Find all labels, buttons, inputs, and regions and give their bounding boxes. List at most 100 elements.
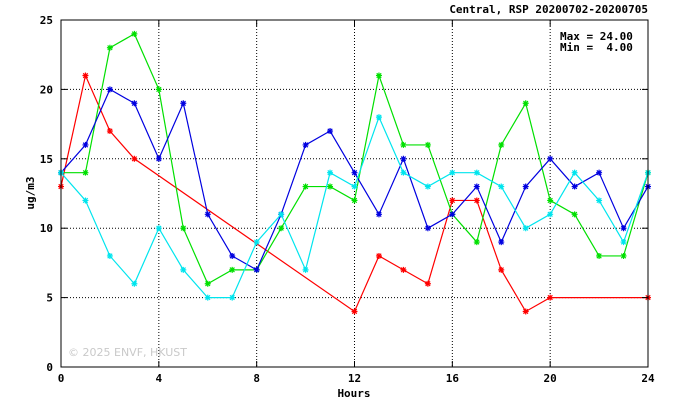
data-point-marker: [522, 225, 529, 232]
data-point-marker: [155, 225, 162, 232]
data-point-marker: [424, 280, 431, 287]
data-point-marker: [473, 183, 480, 190]
data-point-marker: [278, 225, 285, 232]
data-point-marker: [82, 141, 89, 148]
y-tick-label: 25: [40, 14, 53, 27]
data-point-marker: [106, 252, 113, 259]
data-point-marker: [351, 169, 358, 176]
data-point-marker: [473, 169, 480, 176]
data-point-marker: [82, 169, 89, 176]
x-tick-label: 12: [348, 372, 361, 385]
data-point-marker: [400, 169, 407, 176]
data-point-marker: [498, 183, 505, 190]
y-tick-label: 0: [46, 361, 53, 374]
data-point-marker: [106, 86, 113, 93]
data-point-marker: [473, 197, 480, 204]
data-point-marker: [155, 86, 162, 93]
data-point-marker: [375, 211, 382, 218]
data-point-marker: [204, 294, 211, 301]
data-point-marker: [180, 266, 187, 273]
data-point-marker: [131, 30, 138, 37]
data-point-marker: [82, 197, 89, 204]
watermark-text: © 2025 ENVF, HKUST: [68, 346, 187, 359]
data-point-marker: [424, 225, 431, 232]
data-point-marker: [327, 169, 334, 176]
x-tick-label: 8: [253, 372, 260, 385]
data-point-marker: [131, 155, 138, 162]
data-point-marker: [106, 128, 113, 135]
data-point-marker: [547, 197, 554, 204]
data-point-marker: [400, 266, 407, 273]
data-point-marker: [278, 211, 285, 218]
y-axis-ticks: 0 5 10 15 20 25: [40, 14, 648, 374]
data-point-marker: [571, 183, 578, 190]
data-point-marker: [571, 211, 578, 218]
data-point-marker: [229, 294, 236, 301]
data-point-marker: [473, 239, 480, 246]
grid-lines: [61, 20, 648, 367]
data-point-marker: [82, 72, 89, 79]
data-point-marker: [522, 183, 529, 190]
min-label: Min = 4.00: [560, 41, 633, 54]
data-point-marker: [375, 252, 382, 259]
data-point-marker: [180, 225, 187, 232]
data-point-marker: [547, 294, 554, 301]
x-axis-ticks: 0 4 8 12 16 20 24: [58, 20, 655, 385]
data-point-marker: [522, 100, 529, 107]
y-tick-label: 15: [40, 153, 53, 166]
data-point-marker: [229, 266, 236, 273]
x-tick-label: 16: [446, 372, 460, 385]
data-point-marker: [302, 141, 309, 148]
data-point-marker: [253, 239, 260, 246]
data-point-marker: [424, 183, 431, 190]
data-point-marker: [449, 211, 456, 218]
series-3: [58, 114, 651, 301]
data-point-marker: [620, 239, 627, 246]
series-layer: [58, 30, 651, 315]
data-point-marker: [351, 308, 358, 315]
data-point-marker: [204, 280, 211, 287]
data-point-marker: [229, 252, 236, 259]
y-tick-label: 10: [40, 222, 53, 235]
data-point-marker: [596, 197, 603, 204]
data-point-marker: [400, 155, 407, 162]
chart-title: Central, RSP 20200702-20200705: [449, 3, 648, 16]
data-point-marker: [302, 266, 309, 273]
data-point-marker: [498, 266, 505, 273]
y-axis-label: ug/m3: [24, 176, 37, 209]
data-point-marker: [596, 252, 603, 259]
x-axis-label: Hours: [337, 387, 370, 400]
x-tick-label: 24: [641, 372, 655, 385]
data-point-marker: [131, 280, 138, 287]
data-point-marker: [155, 155, 162, 162]
data-point-marker: [204, 211, 211, 218]
x-tick-label: 20: [544, 372, 557, 385]
data-point-marker: [449, 169, 456, 176]
data-point-marker: [375, 114, 382, 121]
data-point-marker: [620, 225, 627, 232]
data-point-marker: [351, 183, 358, 190]
max-label: Max = 24.00: [560, 30, 633, 43]
data-point-marker: [253, 266, 260, 273]
data-point-marker: [131, 100, 138, 107]
y-tick-label: 20: [40, 83, 53, 96]
data-point-marker: [547, 211, 554, 218]
data-point-marker: [498, 239, 505, 246]
data-point-marker: [571, 169, 578, 176]
series-line: [60, 115, 649, 299]
data-point-marker: [547, 155, 554, 162]
data-point-marker: [106, 44, 113, 51]
data-point-marker: [351, 197, 358, 204]
data-point-marker: [522, 308, 529, 315]
data-point-marker: [620, 252, 627, 259]
series-line: [60, 73, 648, 313]
data-point-marker: [449, 197, 456, 204]
data-point-marker: [596, 169, 603, 176]
y-tick-label: 5: [46, 292, 53, 305]
data-point-marker: [180, 100, 187, 107]
data-point-marker: [424, 141, 431, 148]
data-point-marker: [400, 141, 407, 148]
data-point-marker: [327, 183, 334, 190]
x-tick-label: 4: [156, 372, 163, 385]
